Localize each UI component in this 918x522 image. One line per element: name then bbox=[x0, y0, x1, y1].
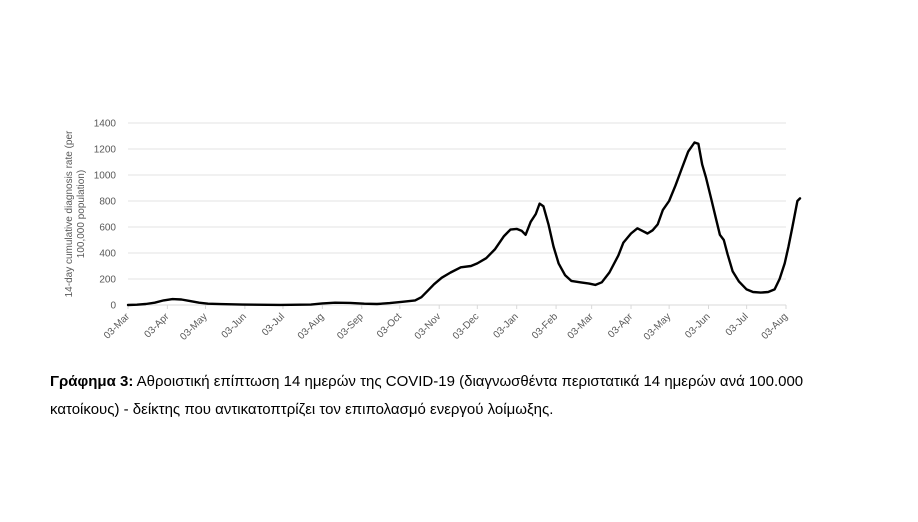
x-tick-label: 03-Jun bbox=[683, 311, 712, 340]
x-tick-label: 03-Aug bbox=[760, 311, 791, 342]
x-tick-label: 03-Jun bbox=[220, 311, 249, 340]
y-axis-ticks: 0 200 400 600 800 1000 1200 1400 bbox=[94, 119, 117, 312]
x-tick-label: 03-Mar bbox=[102, 311, 133, 342]
x-tick-label: 03-Apr bbox=[606, 311, 635, 340]
y-tick-label: 1000 bbox=[94, 171, 117, 182]
y-tick-label: 1200 bbox=[94, 145, 117, 156]
x-tick-label: 03-Jul bbox=[724, 311, 751, 338]
x-tick-label: 03-May bbox=[642, 311, 673, 342]
y-tick-label: 200 bbox=[99, 275, 116, 286]
x-tick-label: 03-Feb bbox=[530, 311, 560, 341]
y-axis-label: 14-day cumulative diagnosis rate (per100… bbox=[64, 130, 87, 297]
y-tick-label: 600 bbox=[99, 223, 116, 234]
gridlines bbox=[128, 122, 786, 280]
y-tick-label: 400 bbox=[99, 249, 116, 260]
caption-label: Γράφημα 3: bbox=[50, 373, 134, 390]
x-tick-label: 03-May bbox=[178, 311, 209, 342]
x-tick-label: 03-Dec bbox=[451, 311, 482, 342]
x-tick-label: 03-Mar bbox=[566, 311, 597, 342]
caption-text: Αθροιστική επίπτωση 14 ημερών της COVID-… bbox=[50, 373, 804, 418]
y-tick-label: 1400 bbox=[94, 119, 117, 130]
x-tick-label: 03-Sep bbox=[335, 311, 366, 342]
x-tick-label: 03-Jan bbox=[491, 311, 520, 340]
x-tick-label: 03-Jul bbox=[260, 311, 287, 338]
y-tick-label: 800 bbox=[99, 197, 116, 208]
y-tick-label: 0 bbox=[110, 301, 116, 312]
figure-caption: Γράφημα 3: Αθροιστική επίπτωση 14 ημερών… bbox=[50, 368, 850, 424]
x-tick-label: 03-Aug bbox=[296, 311, 327, 342]
x-axis-ticks: 03-Mar 03-Apr 03-May 03-Jun 03-Jul 03-Aug 03-S… bbox=[102, 305, 790, 343]
series-line bbox=[126, 141, 802, 307]
x-tick-label: 03-Nov bbox=[413, 311, 444, 342]
x-tick-label: 03-Apr bbox=[142, 311, 171, 340]
x-tick-label: 03-Oct bbox=[375, 311, 404, 340]
